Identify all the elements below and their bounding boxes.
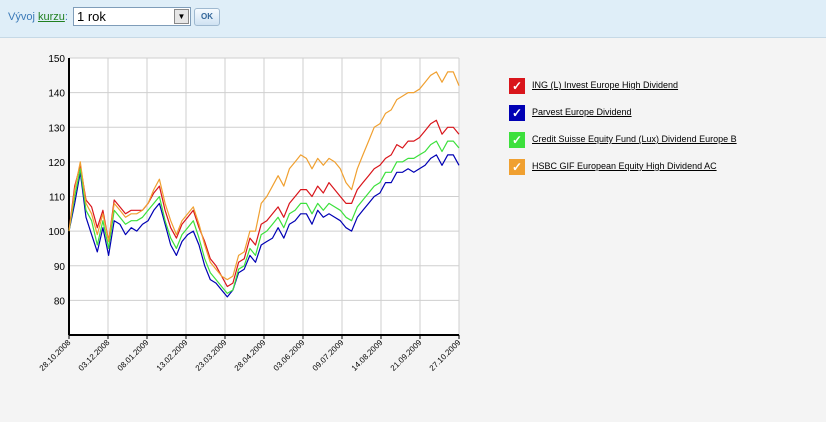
x-tick-label: 28.04.2009	[233, 338, 268, 373]
x-tick-label: 21.09.2009	[389, 338, 424, 373]
period-label-suffix: :	[64, 11, 68, 23]
kurzu-link[interactable]: kurzu	[37, 11, 65, 23]
x-tick-label: 03.06.2009	[272, 338, 307, 373]
x-tick-label: 27.10.2009	[428, 338, 463, 373]
y-tick-label: 150	[48, 54, 65, 65]
period-select-value: 1 rok	[77, 9, 106, 24]
y-tick-label: 120	[48, 158, 65, 169]
x-tick-label: 28.10.2008	[38, 338, 73, 373]
legend-label[interactable]: ING (L) Invest Europe High Dividend	[532, 80, 679, 90]
x-tick-label: 13.02.2009	[155, 338, 190, 373]
series-line-1	[68, 119, 460, 288]
chevron-down-icon[interactable]: ▼	[174, 9, 189, 24]
y-tick-label: 90	[54, 262, 66, 273]
x-tick-label: 08.01.2009	[116, 338, 151, 373]
series-line-2	[68, 154, 460, 298]
y-tick-label: 140	[48, 89, 65, 100]
chart-area: 80 90 100 110 120 130 140 150 28.10.2008 03.12.20…	[0, 38, 500, 422]
checkmark-icon[interactable]: ✓	[509, 132, 525, 148]
checkmark-icon[interactable]: ✓	[509, 78, 525, 94]
x-tick-label: 14.08.2009	[350, 338, 385, 373]
x-tick-label: 03.12.2008	[77, 338, 112, 373]
x-tick-label: 09.07.2009	[311, 338, 346, 373]
series-line-3	[68, 140, 460, 294]
checkmark-icon[interactable]: ✓	[509, 159, 525, 175]
ok-button[interactable]: OK	[194, 8, 220, 26]
y-tick-label: 100	[48, 227, 65, 238]
y-tick-label: 80	[54, 296, 66, 307]
period-label: Vývoj kurzu:	[8, 11, 68, 23]
y-tick-label: 110	[49, 193, 65, 204]
legend-label[interactable]: HSBC GIF European Equity High Dividend A…	[532, 161, 717, 171]
checkmark-icon[interactable]: ✓	[509, 105, 525, 121]
series-line-4	[68, 71, 460, 281]
x-tick-label: 23.03.2009	[194, 338, 229, 373]
period-label-prefix: Vývoj	[8, 11, 35, 23]
period-select[interactable]: 1 rok ▼	[73, 7, 191, 26]
toolbar: Vývoj kurzu: 1 rok ▼ OK	[0, 0, 826, 38]
line-chart: 80 90 100 110 120 130 140 150 28.10.2008 03.12.20…	[38, 54, 463, 373]
legend-label[interactable]: Credit Suisse Equity Fund (Lux) Dividend…	[532, 134, 737, 144]
legend-label[interactable]: Parvest Europe Dividend	[532, 107, 632, 117]
y-tick-label: 130	[48, 123, 65, 134]
